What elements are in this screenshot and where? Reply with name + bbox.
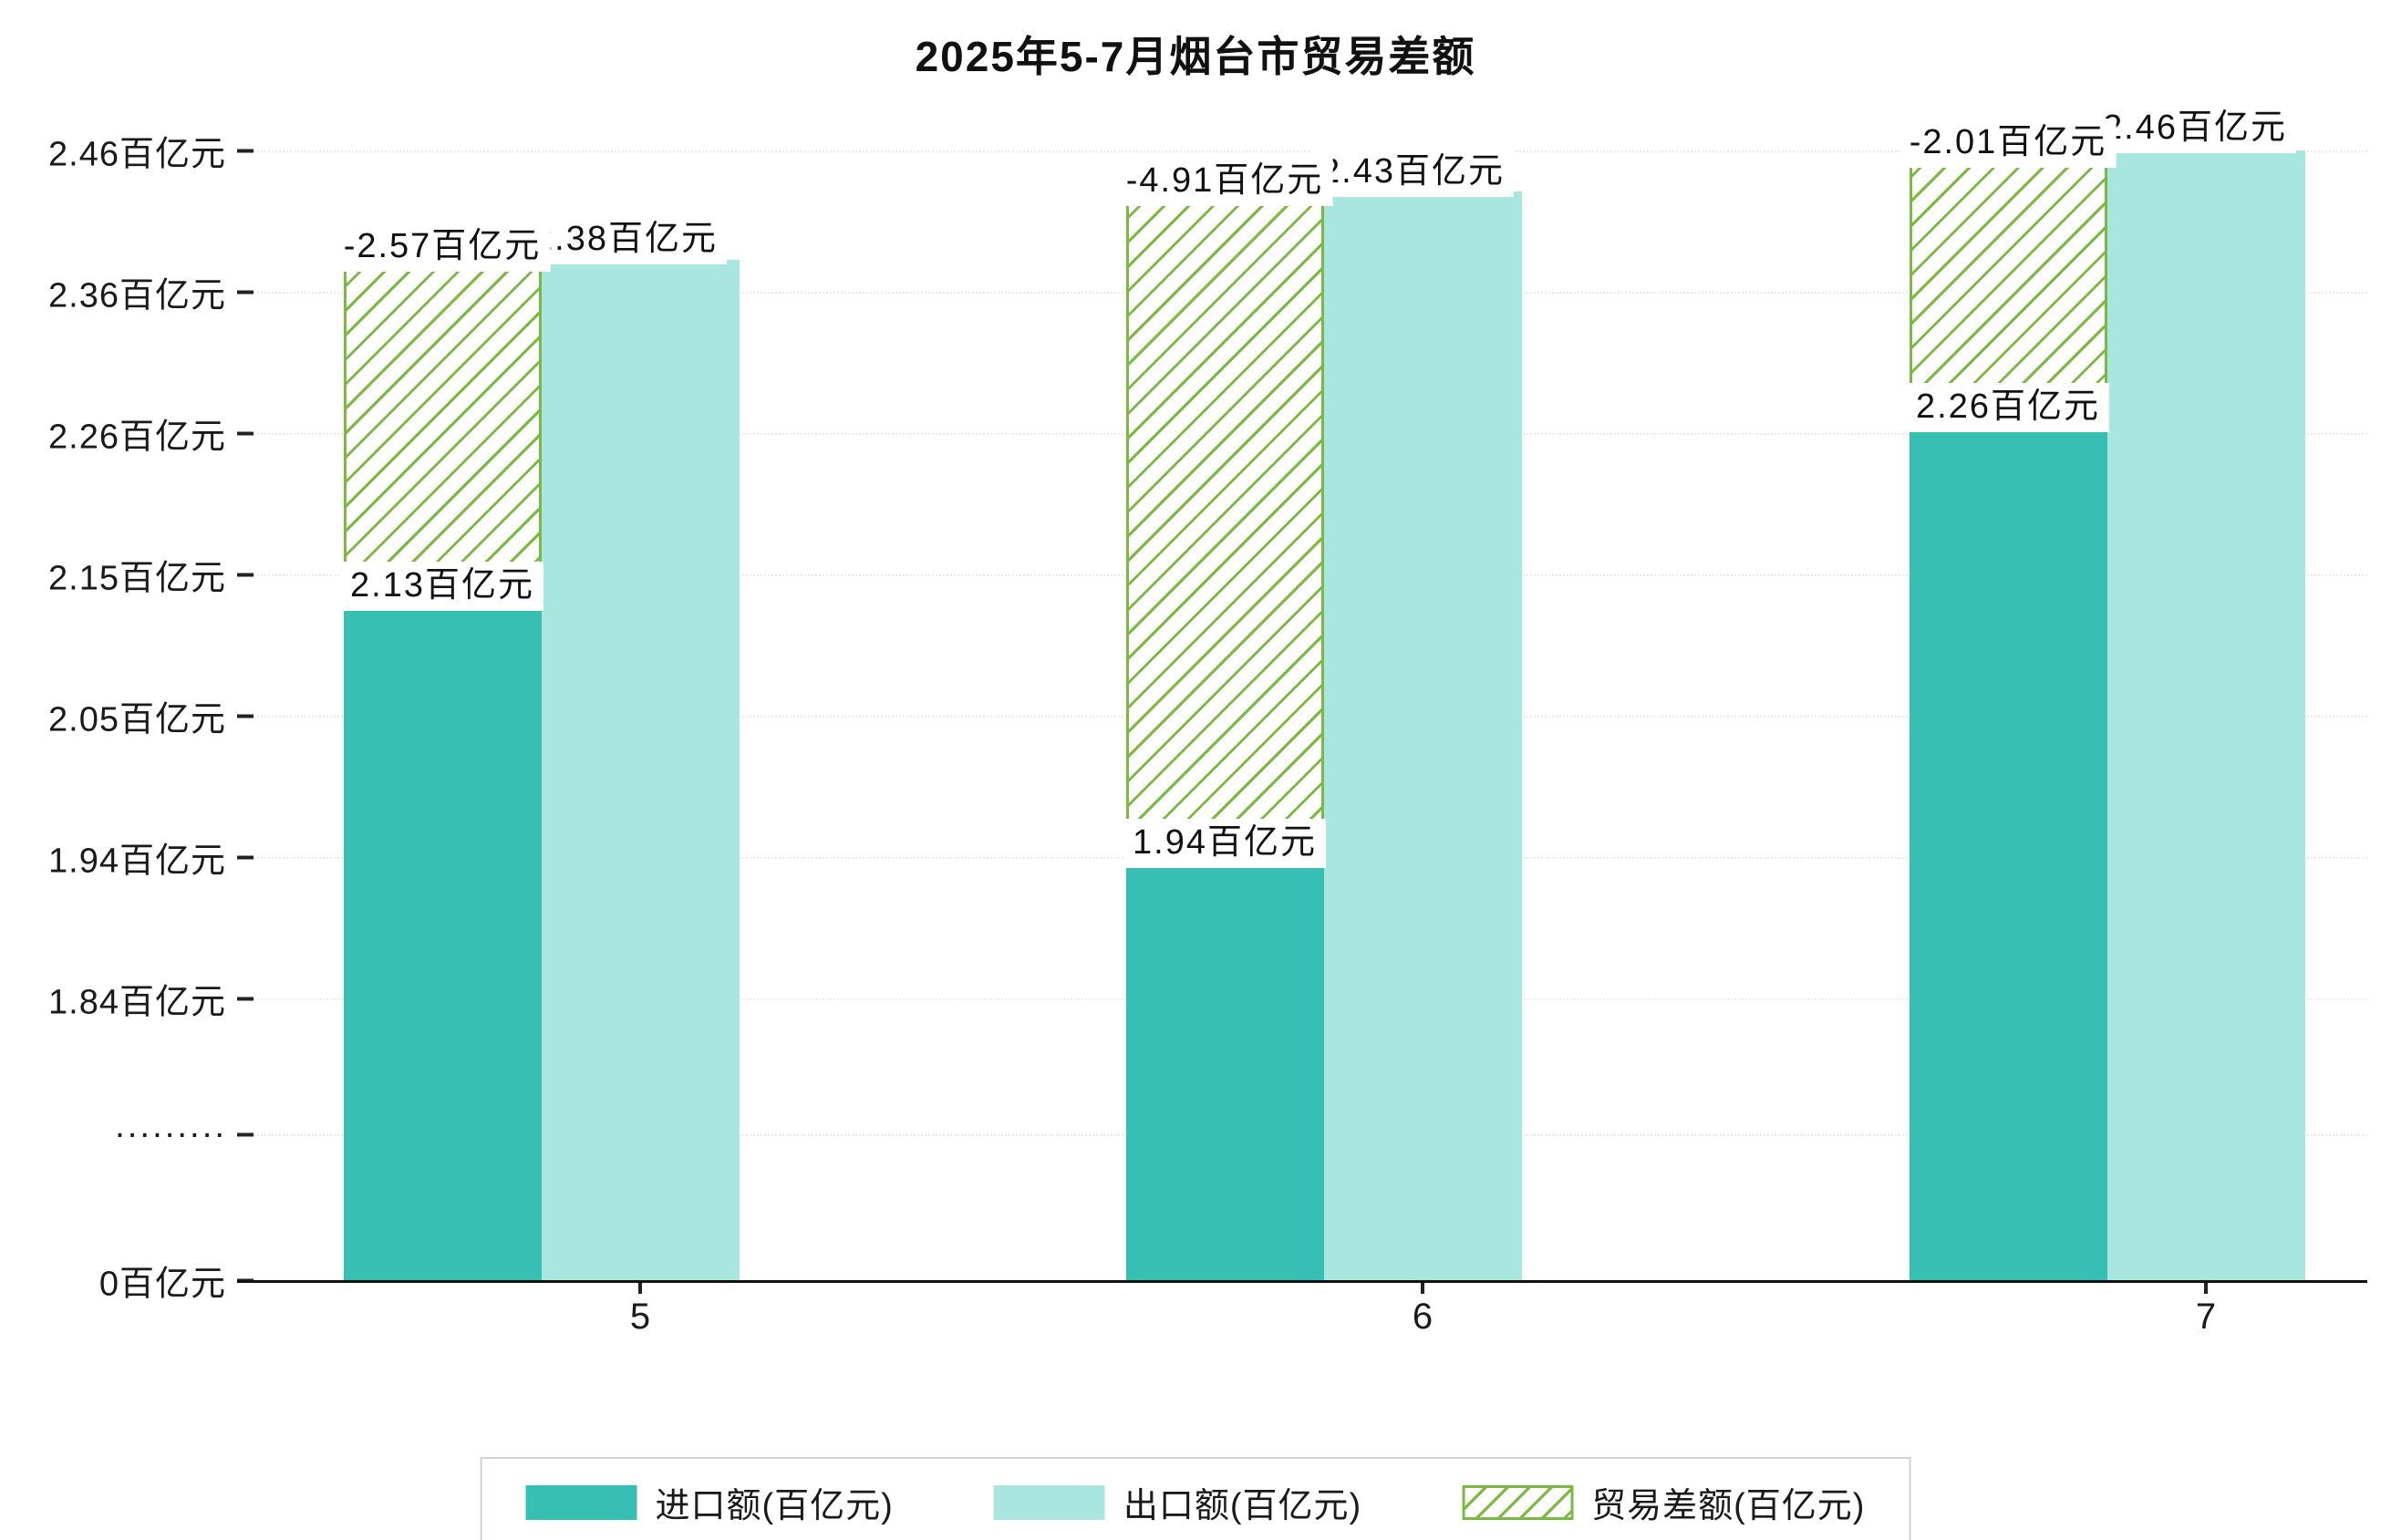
x-tick-mark — [1421, 1283, 1424, 1294]
y-tick-label: 2.05百亿元 — [48, 700, 226, 739]
y-tick-label: 2.36百亿元 — [48, 276, 226, 315]
export-bar-month-6 — [1324, 191, 1522, 1280]
trade-diff-bar-month-5 — [344, 260, 542, 602]
chart-title: 2025年5-7月烟台市贸易差额 — [915, 33, 1476, 80]
y-tick-label: 0百亿元 — [98, 1265, 226, 1304]
export-swatch — [993, 1484, 1105, 1520]
trade-diff-value-label: -2.57百亿元 — [334, 222, 551, 272]
export-bar-month-7 — [2107, 150, 2305, 1280]
legend: 进口额(百亿元) 出口额(百亿元) 贸易差额(百亿元) — [480, 1457, 1911, 1540]
trade-diff-value-label: -4.91百亿元 — [1116, 157, 1333, 206]
y-tick: 2.05百亿元 — [0, 691, 254, 741]
x-tick-mark — [638, 1283, 642, 1294]
y-tick-label: 1.94百亿元 — [48, 842, 226, 881]
y-tick: 2.26百亿元 — [0, 408, 254, 459]
y-tick: 1.84百亿元 — [0, 974, 254, 1024]
export-value-label: 2.43百亿元 — [1311, 148, 1514, 197]
legend-item-export: 出口额(百亿元) — [993, 1477, 1362, 1527]
import-value-label: 2.13百亿元 — [341, 562, 543, 611]
trade-diff-value-label: -2.01百亿元 — [1899, 119, 2117, 168]
trade-diff-swatch — [1462, 1484, 1574, 1520]
y-tick: 2.36百亿元 — [0, 267, 254, 317]
tick-mark — [237, 149, 254, 152]
axis-break-label: ········· — [114, 1114, 226, 1153]
y-tick-label: 2.26百亿元 — [48, 418, 226, 457]
y-tick-label: 2.15百亿元 — [48, 559, 226, 598]
tick-mark — [237, 997, 254, 1000]
x-tick-label-6: 6 — [1412, 1297, 1434, 1337]
tick-mark — [237, 855, 254, 859]
tick-mark — [237, 573, 254, 576]
y-tick: 2.46百亿元 — [0, 126, 254, 176]
legend-label: 进口额(百亿元) — [655, 1487, 894, 1525]
legend-label: 出口额(百亿元) — [1123, 1487, 1362, 1525]
tick-mark — [237, 1132, 254, 1136]
tick-mark — [237, 431, 254, 435]
gridline — [239, 150, 2367, 152]
import-bar-month-5 — [344, 602, 542, 1280]
trade-diff-bar-month-7 — [1910, 150, 2107, 424]
legend-item-import: 进口额(百亿元) — [525, 1477, 894, 1527]
import-bar-month-7 — [1910, 424, 2107, 1280]
x-tick-label-7: 7 — [2195, 1297, 2217, 1337]
tick-mark — [237, 714, 254, 718]
y-tick: 1.94百亿元 — [0, 832, 254, 883]
y-tick-label: 2.46百亿元 — [48, 135, 226, 174]
export-value-label: 2.38百亿元 — [524, 215, 727, 264]
y-tick-label: 1.84百亿元 — [48, 983, 226, 1022]
y-tick: 2.15百亿元 — [0, 550, 254, 600]
y-tick-axis-break: ········· — [0, 1115, 254, 1154]
legend-item-trade-diff: 贸易差额(百亿元) — [1462, 1477, 1865, 1527]
import-value-label: 1.94百亿元 — [1123, 819, 1326, 868]
x-tick-mark — [2204, 1283, 2208, 1294]
legend-label: 贸易差额(百亿元) — [1591, 1487, 1866, 1525]
import-value-label: 2.26百亿元 — [1907, 383, 2109, 432]
export-bar-month-5 — [542, 260, 740, 1280]
trade-diff-bar-month-6 — [1126, 191, 1324, 862]
y-tick: 0百亿元 — [0, 1256, 254, 1306]
x-axis-line — [237, 1280, 2367, 1283]
tick-mark — [237, 290, 254, 294]
x-tick-label-5: 5 — [629, 1297, 651, 1337]
export-value-label: 2.46百亿元 — [2094, 104, 2296, 153]
import-swatch — [525, 1484, 637, 1520]
import-bar-month-6 — [1126, 862, 1324, 1280]
